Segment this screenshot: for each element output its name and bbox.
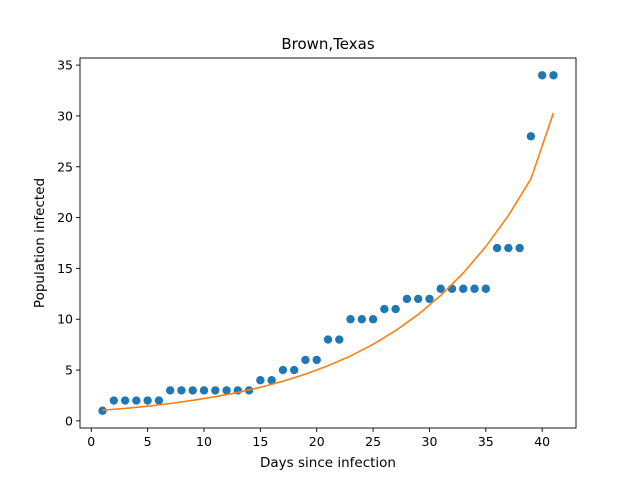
- data-point: [256, 376, 265, 385]
- data-point: [436, 284, 445, 293]
- data-point: [165, 386, 175, 395]
- data-point: [413, 294, 423, 304]
- x-tick-label: 10: [196, 434, 212, 449]
- data-point: [154, 396, 164, 405]
- plot-area: [79, 57, 577, 429]
- y-tick-label: 0: [65, 413, 73, 428]
- y-axis-label: Population infected: [32, 178, 48, 308]
- data-point: [357, 315, 367, 324]
- x-tick-label: 0: [87, 434, 95, 449]
- data-point: [301, 355, 310, 365]
- data-point: [335, 335, 344, 344]
- axes-background: [80, 58, 576, 428]
- x-tick-label: 40: [534, 434, 550, 449]
- y-tick-label: 5: [65, 363, 73, 378]
- data-point: [267, 376, 276, 385]
- data-point: [459, 284, 468, 293]
- data-point: [323, 335, 333, 344]
- data-point: [470, 284, 479, 293]
- x-axis-ticks: 0 5 10 15 20 25 30 35 40: [87, 428, 550, 449]
- x-axis-label: Days since infection: [260, 455, 396, 471]
- data-point: [143, 396, 152, 405]
- data-point: [199, 386, 209, 395]
- data-point: [425, 294, 434, 304]
- y-tick-label: 20: [57, 210, 73, 225]
- y-axis-ticks: 0 5 10 15 20 25 30 35: [57, 58, 80, 428]
- data-points: [98, 71, 558, 415]
- data-point: [177, 386, 186, 395]
- data-point: [278, 365, 288, 375]
- data-point: [492, 243, 502, 253]
- data-point: [391, 304, 400, 314]
- data-point: [526, 132, 536, 141]
- y-tick-label: 35: [57, 58, 73, 73]
- data-point: [211, 386, 220, 395]
- data-point: [222, 386, 231, 395]
- data-point: [132, 396, 141, 405]
- data-point: [402, 294, 412, 304]
- data-point: [481, 284, 491, 293]
- data-point: [537, 71, 547, 80]
- data-point: [312, 355, 321, 365]
- x-tick-label: 5: [144, 434, 152, 449]
- data-point: [120, 396, 130, 405]
- data-point: [549, 71, 558, 80]
- x-tick-label: 25: [365, 434, 381, 449]
- x-tick-label: 30: [422, 434, 438, 449]
- y-tick-label: 10: [57, 312, 73, 327]
- fit-curve: [102, 112, 555, 412]
- chart-title: Brown,Texas: [281, 35, 374, 53]
- data-point: [504, 243, 513, 253]
- data-point: [380, 304, 389, 314]
- y-tick-label: 25: [57, 159, 73, 174]
- y-tick-label: 30: [57, 108, 73, 123]
- x-tick-label: 20: [309, 434, 325, 449]
- x-tick-label: 35: [478, 434, 494, 449]
- axes-spines: [79, 57, 577, 429]
- y-tick-label: 15: [57, 261, 73, 276]
- data-point: [346, 315, 355, 324]
- data-point: [289, 365, 299, 375]
- data-point: [447, 284, 457, 293]
- data-point: [98, 406, 107, 415]
- x-tick-label: 15: [252, 434, 268, 449]
- data-point: [515, 243, 524, 253]
- data-point: [188, 386, 197, 395]
- data-point: [368, 315, 378, 324]
- data-point: [109, 396, 119, 405]
